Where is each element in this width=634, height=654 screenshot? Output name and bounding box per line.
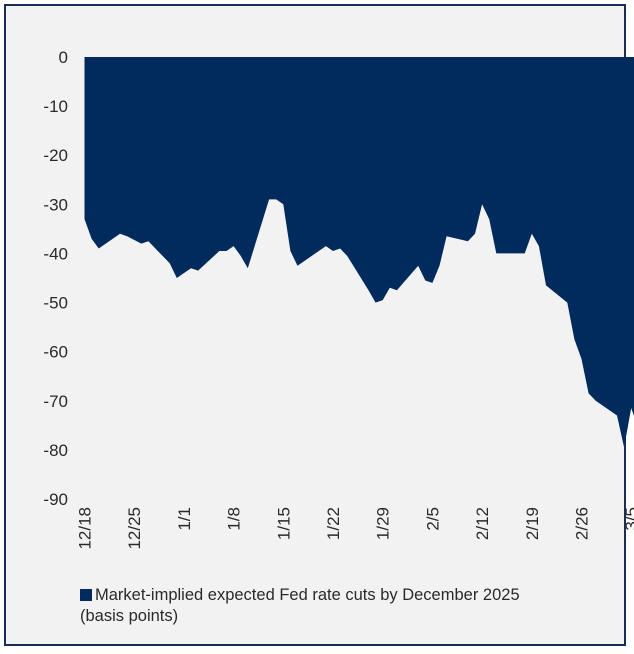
x-tick-label: 1/22 xyxy=(324,507,343,540)
y-tick-label: -70 xyxy=(43,392,68,411)
y-tick-label: -40 xyxy=(43,244,68,263)
legend-swatch xyxy=(80,589,92,601)
y-tick-label: -80 xyxy=(43,441,68,460)
y-tick-label: 0 xyxy=(59,48,68,67)
x-tick-label: 12/25 xyxy=(125,507,144,550)
x-tick-label: 1/29 xyxy=(374,507,393,540)
y-tick-label: -50 xyxy=(43,294,68,313)
y-tick-label: -20 xyxy=(43,146,68,165)
x-tick-label: 1/15 xyxy=(274,507,293,540)
x-tick-label: 2/12 xyxy=(473,507,492,540)
x-tick-label: 2/26 xyxy=(573,507,592,540)
y-tick-label: -90 xyxy=(43,490,68,509)
x-axis: 12/18 12/25 1/1 1/8 1/15 1/22 1/29 2/5 2/12 2/19 2… xyxy=(76,507,634,550)
x-tick-label: 12/18 xyxy=(76,507,95,550)
y-tick-label: -60 xyxy=(43,343,68,362)
x-tick-label: 2/19 xyxy=(523,507,542,540)
x-tick-label: 1/1 xyxy=(175,507,194,531)
legend: Market-implied expected Fed rate cuts by… xyxy=(80,585,560,627)
series-area xyxy=(84,57,634,448)
y-tick-label: -10 xyxy=(43,97,68,116)
y-tick-label: -30 xyxy=(43,195,68,214)
x-tick-label: 2/5 xyxy=(423,507,442,531)
legend-label: Market-implied expected Fed rate cuts by… xyxy=(80,586,520,625)
y-axis: 0 -10 -20 -30 -40 -50 -60 -70 -80 -90 xyxy=(43,48,68,509)
x-tick-label: 1/8 xyxy=(225,507,244,531)
x-tick-label: 3/5 xyxy=(622,507,634,531)
